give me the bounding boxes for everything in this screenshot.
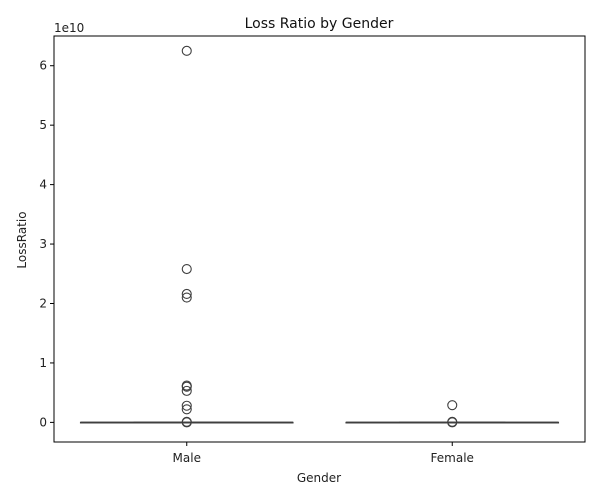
y-tick-label: 4: [39, 178, 47, 192]
y-tick-label: 6: [39, 59, 47, 73]
y-tick-label: 3: [39, 237, 47, 251]
x-tick-label: Male: [173, 451, 201, 465]
plot-area: 0 1 2 3 4 5 6 Male Female: [39, 35, 586, 465]
outlier-point: [181, 45, 192, 56]
outlier-point: [181, 400, 192, 411]
y-offset-text: 1e10: [54, 21, 84, 35]
outlier-point: [447, 400, 458, 411]
plot-frame: [53, 35, 586, 443]
x-axis-label: Gender: [297, 471, 341, 485]
outlier-point: [181, 417, 192, 428]
x-tick-label: Female: [431, 451, 474, 465]
outlier-point: [181, 288, 192, 300]
y-axis-label: LossRatio: [15, 211, 29, 268]
outlier-point: [181, 381, 192, 392]
chart-title: Loss Ratio by Gender: [245, 16, 394, 32]
y-tick-label: 5: [39, 118, 47, 132]
outlier-point: [181, 292, 192, 303]
outlier-point: [447, 417, 458, 428]
outlier-point: [181, 404, 192, 415]
outlier-point: [181, 263, 192, 275]
outlier-point: [181, 385, 192, 396]
y-tick-label: 0: [39, 415, 47, 429]
y-tick-label: 2: [39, 296, 47, 310]
y-tick-label: 1: [39, 356, 47, 370]
